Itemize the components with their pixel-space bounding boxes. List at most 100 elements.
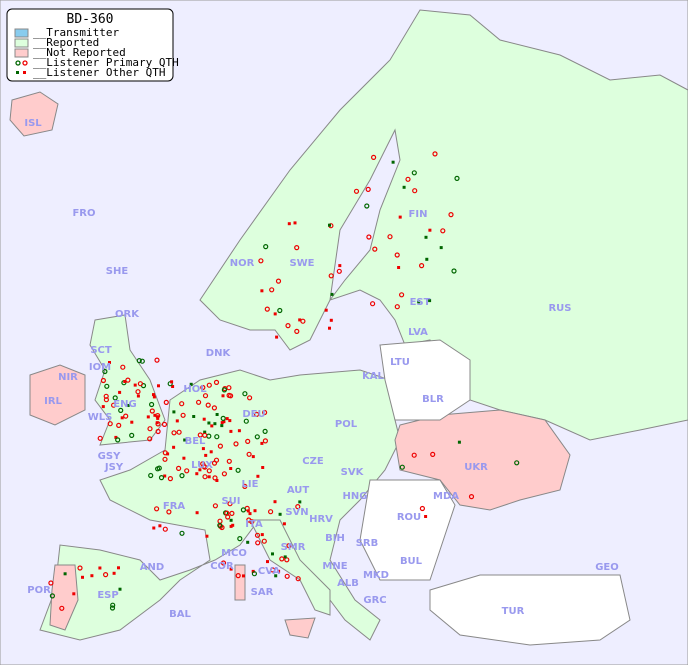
listener-primary-marker <box>176 429 182 435</box>
listener-other-marker <box>439 246 443 250</box>
listener-primary-marker <box>284 557 290 563</box>
listener-other-marker <box>287 222 291 226</box>
listener-primary-marker <box>262 409 268 416</box>
listener-primary-marker <box>371 154 377 160</box>
country-label-fro: FRO <box>72 208 95 219</box>
country-label-sct: SCT <box>90 345 112 356</box>
listener-primary-marker <box>147 426 153 432</box>
listener-primary-marker <box>285 323 291 329</box>
listener-other-marker <box>293 221 297 225</box>
listener-primary-marker <box>261 538 267 544</box>
country-label-geo: GEO <box>595 562 619 573</box>
listener-primary-marker <box>162 456 168 462</box>
listener-other-marker <box>273 500 277 504</box>
listener-primary-marker <box>451 268 457 274</box>
country-label-pol: POL <box>335 419 358 430</box>
country-label-blr: BLR <box>422 394 444 405</box>
listener-other-marker <box>298 318 302 322</box>
listener-primary-marker <box>120 364 126 370</box>
legend-swatch-transmitter <box>14 28 29 38</box>
listener-other-marker <box>215 413 219 416</box>
listener-other-marker <box>108 361 111 364</box>
listener-other-marker <box>155 421 159 425</box>
listener-other-marker <box>229 429 233 433</box>
listener-other-marker <box>222 420 226 424</box>
listener-primary-marker <box>295 504 301 510</box>
listener-primary-marker <box>166 509 172 515</box>
country-label-hng: HNG <box>343 491 368 502</box>
listener-primary-marker <box>454 175 460 181</box>
legend-label-other: __Listener Other QTH <box>33 66 165 79</box>
listener-primary-marker <box>102 571 109 578</box>
legend-swatch-reported <box>14 38 29 48</box>
listener-primary-marker <box>295 576 301 582</box>
listener-primary-marker <box>430 451 436 457</box>
country-label-ita: ITA <box>245 519 263 530</box>
country-label-bih: BIH <box>325 533 345 544</box>
listener-primary-marker <box>432 151 438 157</box>
listener-other-marker <box>428 299 432 303</box>
country-label-srb: SRB <box>356 538 379 549</box>
country-label-bul: BUL <box>400 556 423 567</box>
listener-other-marker <box>126 404 130 407</box>
listener-primary-marker <box>148 472 154 479</box>
country-label-sar: SAR <box>251 587 274 598</box>
listener-primary-marker <box>107 421 113 427</box>
listener-primary-marker <box>167 476 173 482</box>
listener-primary-marker <box>202 393 209 399</box>
country-label-cze: CZE <box>302 456 324 467</box>
listener-primary-marker <box>394 304 400 310</box>
listener-other-marker <box>220 421 224 425</box>
listener-primary-marker <box>149 401 155 408</box>
listener-other-marker <box>152 393 155 397</box>
listener-primary-marker <box>235 572 241 579</box>
listener-other-marker <box>182 456 186 460</box>
legend-primary-green-icon <box>15 60 21 66</box>
listener-primary-marker <box>135 389 141 395</box>
listener-primary-marker <box>221 471 227 477</box>
listener-primary-marker <box>245 438 251 444</box>
listener-other-marker <box>163 474 167 478</box>
country-label-smr: SMR <box>281 542 306 553</box>
listener-other-marker <box>266 560 269 564</box>
listener-other-marker <box>120 416 124 420</box>
listener-other-marker <box>98 566 102 570</box>
country-label-jsy: JSY <box>104 462 124 473</box>
country-label-esp: ESP <box>97 590 118 601</box>
country-label-isl: ISL <box>24 118 42 129</box>
listener-other-marker <box>123 380 127 383</box>
listener-primary-marker <box>263 244 269 250</box>
listener-other-marker <box>63 572 67 576</box>
listener-primary-marker <box>411 452 417 458</box>
listener-primary-marker <box>110 602 116 608</box>
country-label-lva: LVA <box>408 327 428 338</box>
country-label-eng: ENG <box>113 399 136 410</box>
listener-other-marker <box>275 335 279 339</box>
listener-primary-marker <box>149 408 155 414</box>
listener-primary-marker <box>235 467 241 473</box>
listener-other-marker <box>201 447 205 451</box>
country-label-bal: BAL <box>169 609 191 620</box>
listener-other-marker <box>328 326 331 330</box>
listener-other-marker <box>228 419 232 423</box>
listener-other-marker <box>237 429 241 433</box>
listener-primary-marker <box>286 542 292 549</box>
listener-primary-marker <box>48 580 54 586</box>
listener-other-marker <box>242 574 245 578</box>
country-label-swe: SWE <box>289 258 314 269</box>
region-portugal <box>49 564 79 631</box>
listener-other-marker <box>152 526 156 530</box>
listener-primary-marker <box>336 268 342 274</box>
listener-other-marker <box>398 215 402 219</box>
country-label-lie: LIE <box>242 479 259 490</box>
listener-other-marker <box>146 415 150 419</box>
listener-primary-marker <box>294 245 300 251</box>
listener-primary-marker <box>399 464 405 470</box>
country-label-rou: ROU <box>397 512 421 523</box>
listener-primary-marker <box>154 357 160 363</box>
listener-other-marker <box>260 533 264 537</box>
listener-other-marker <box>175 419 179 423</box>
region-britain <box>89 314 166 446</box>
listener-primary-marker <box>213 457 220 463</box>
